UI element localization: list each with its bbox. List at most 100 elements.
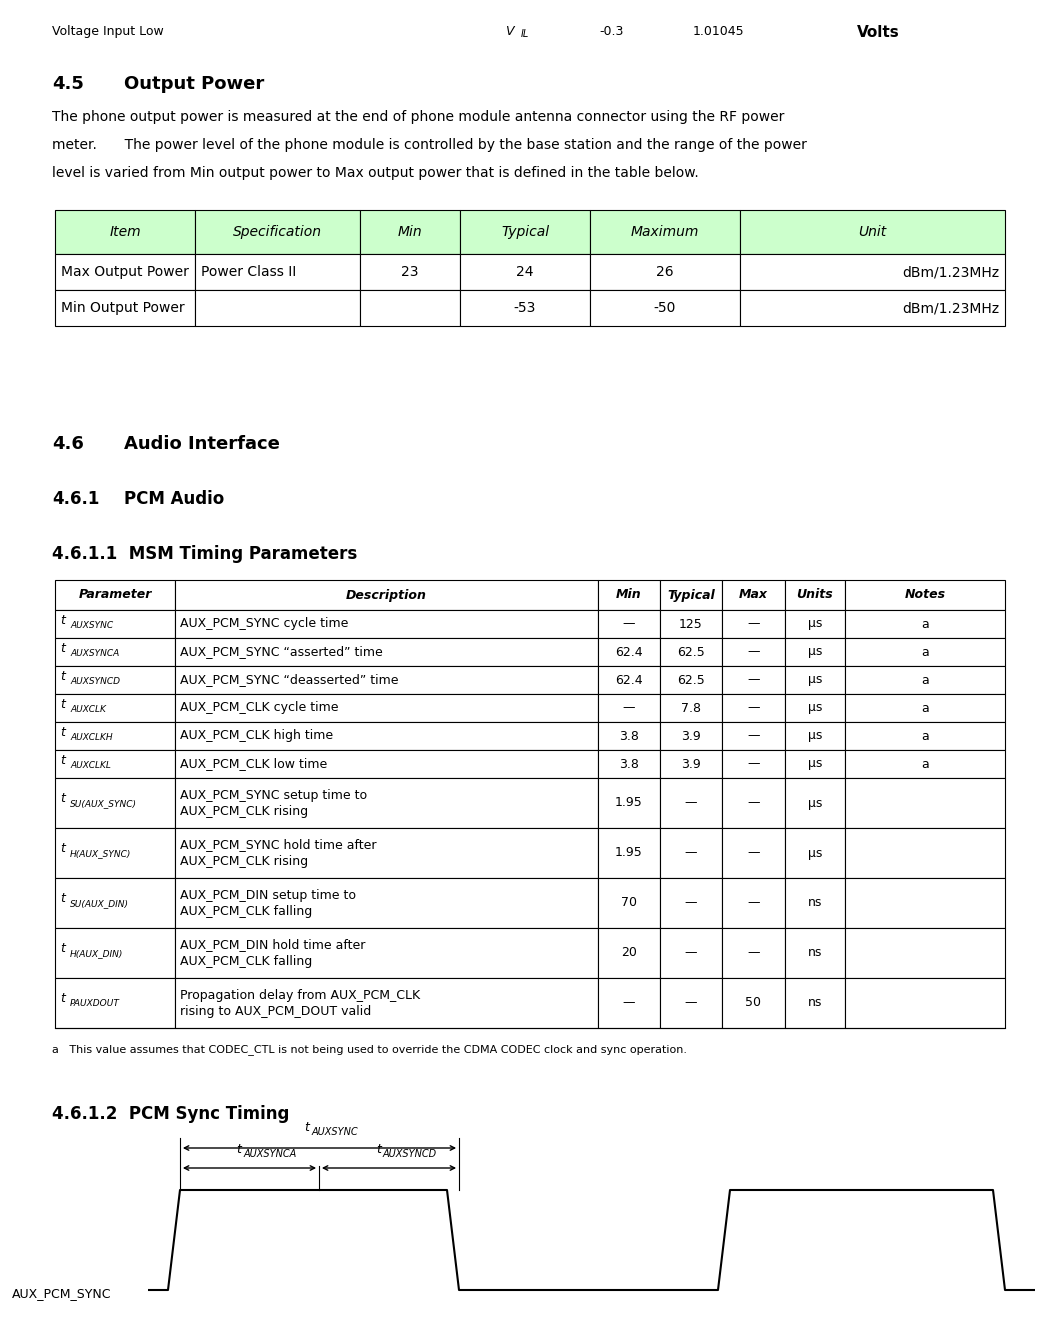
Text: —: —: [747, 674, 760, 687]
Text: AUX_PCM_SYNC cycle time: AUX_PCM_SYNC cycle time: [180, 617, 348, 630]
Text: 23: 23: [401, 266, 419, 279]
Bar: [722, 750, 785, 778]
Text: —: —: [685, 797, 697, 810]
Text: AUX_PCM_DIN hold time after: AUX_PCM_DIN hold time after: [180, 938, 365, 951]
Text: ns: ns: [808, 996, 822, 1009]
Bar: [845, 878, 1005, 927]
Bar: [598, 750, 660, 778]
Text: AUXSYNCD: AUXSYNCD: [383, 1149, 437, 1159]
Text: Min Output Power: Min Output Power: [61, 301, 185, 314]
Text: t: t: [60, 725, 65, 738]
Text: The phone output power is measured at the end of phone module antenna connector : The phone output power is measured at th…: [52, 110, 784, 124]
Bar: [175, 778, 598, 828]
Text: dBm/1.23MHz: dBm/1.23MHz: [901, 301, 999, 314]
Text: Description: Description: [346, 588, 427, 601]
Bar: [175, 828, 598, 878]
Bar: [845, 978, 1005, 1028]
Bar: [360, 291, 460, 326]
Text: 62.5: 62.5: [677, 674, 705, 687]
Text: 7.8: 7.8: [681, 701, 701, 715]
Text: Unit: Unit: [858, 225, 887, 239]
Bar: [740, 291, 1005, 326]
Text: 1.95: 1.95: [615, 797, 643, 810]
Text: —: —: [747, 897, 760, 909]
Text: AUXCLKH: AUXCLKH: [70, 733, 112, 741]
Text: Specification: Specification: [233, 225, 322, 239]
Text: ns: ns: [808, 947, 822, 959]
Text: AUXSYNCD: AUXSYNCD: [70, 676, 120, 686]
Bar: [598, 694, 660, 723]
Text: Typical: Typical: [668, 588, 715, 601]
Bar: [660, 580, 722, 610]
Bar: [785, 638, 845, 666]
Bar: [598, 878, 660, 927]
Bar: [55, 610, 175, 638]
Bar: [722, 927, 785, 978]
Bar: [785, 927, 845, 978]
Text: 4.5: 4.5: [52, 75, 84, 92]
Text: t: t: [60, 793, 65, 806]
Bar: [785, 694, 845, 723]
Bar: [175, 878, 598, 927]
Text: AUXSYNC: AUXSYNC: [311, 1127, 358, 1137]
Text: AUXCLKL: AUXCLKL: [70, 761, 111, 770]
Bar: [55, 723, 175, 750]
Bar: [55, 828, 175, 878]
Bar: [195, 291, 360, 326]
Bar: [785, 666, 845, 694]
Text: Notes: Notes: [905, 588, 946, 601]
Text: —: —: [747, 797, 760, 810]
Text: t: t: [60, 992, 65, 1005]
Text: —: —: [685, 947, 697, 959]
Bar: [845, 750, 1005, 778]
Text: AUX_PCM_DIN setup time to: AUX_PCM_DIN setup time to: [180, 889, 355, 901]
Bar: [55, 580, 175, 610]
Bar: [722, 610, 785, 638]
Bar: [460, 210, 590, 254]
Bar: [55, 694, 175, 723]
Bar: [598, 580, 660, 610]
Text: Voltage Input Low: Voltage Input Low: [52, 25, 164, 38]
Text: 3.9: 3.9: [681, 729, 700, 742]
Text: a: a: [922, 617, 929, 630]
Bar: [55, 638, 175, 666]
Text: Min: Min: [616, 588, 642, 601]
Bar: [175, 694, 598, 723]
Bar: [845, 580, 1005, 610]
Text: —: —: [747, 847, 760, 860]
Bar: [55, 978, 175, 1028]
Bar: [722, 723, 785, 750]
Bar: [845, 723, 1005, 750]
Text: AUX_PCM_SYNC “deasserted” time: AUX_PCM_SYNC “deasserted” time: [180, 674, 399, 687]
Bar: [590, 254, 740, 291]
Bar: [55, 927, 175, 978]
Bar: [55, 291, 195, 326]
Text: Max: Max: [738, 588, 768, 601]
Bar: [55, 210, 195, 254]
Text: a: a: [922, 757, 929, 770]
Bar: [175, 723, 598, 750]
Text: Audio Interface: Audio Interface: [124, 435, 280, 453]
Text: —: —: [623, 617, 635, 630]
Text: 125: 125: [679, 617, 703, 630]
Text: t: t: [237, 1143, 241, 1156]
Text: 62.4: 62.4: [615, 674, 643, 687]
Bar: [598, 666, 660, 694]
Bar: [660, 778, 722, 828]
Text: -50: -50: [654, 301, 676, 314]
Text: 3.8: 3.8: [619, 729, 639, 742]
Bar: [175, 978, 598, 1028]
Bar: [598, 927, 660, 978]
Bar: [845, 694, 1005, 723]
Text: IL: IL: [521, 29, 529, 40]
Text: AUXCLK: AUXCLK: [70, 704, 106, 713]
Text: Propagation delay from AUX_PCM_CLK: Propagation delay from AUX_PCM_CLK: [180, 988, 420, 1001]
Text: AUX_PCM_SYNC: AUX_PCM_SYNC: [12, 1287, 111, 1300]
Bar: [175, 666, 598, 694]
Text: —: —: [747, 701, 760, 715]
Text: 50: 50: [746, 996, 762, 1009]
Text: a: a: [922, 646, 929, 658]
Text: μs: μs: [808, 617, 822, 630]
Text: AUX_PCM_CLK falling: AUX_PCM_CLK falling: [180, 905, 312, 918]
Text: AUXSYNCA: AUXSYNCA: [70, 649, 120, 658]
